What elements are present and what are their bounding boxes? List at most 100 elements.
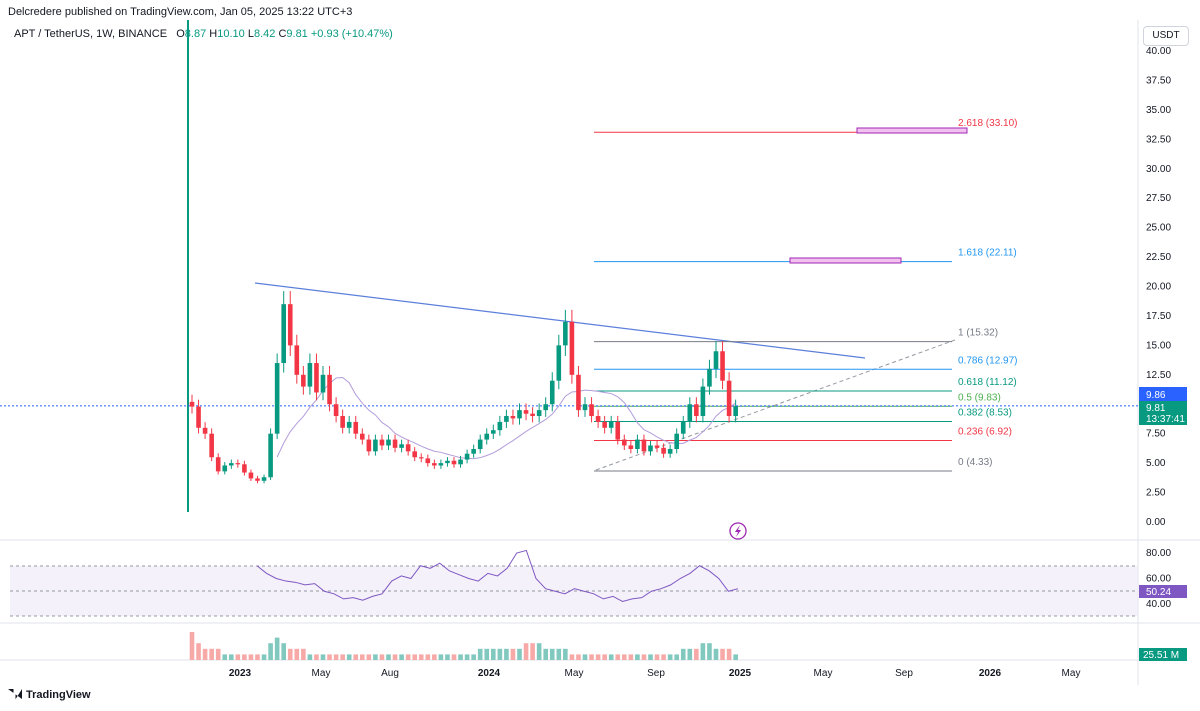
time-tick-label: 2024 xyxy=(478,668,501,679)
volume-bar xyxy=(549,648,555,660)
volume-bar xyxy=(680,648,686,660)
descending-trendline[interactable] xyxy=(254,282,866,359)
candle-body xyxy=(523,410,529,414)
candle-body xyxy=(327,374,332,405)
volume-bar xyxy=(235,654,241,660)
current-price-badge: 9.81 xyxy=(1146,403,1166,414)
candle-body xyxy=(274,363,280,434)
candle-body xyxy=(471,448,476,454)
candle-body xyxy=(229,463,234,466)
price-tick-label: 20.00 xyxy=(1146,282,1171,293)
volume-bar xyxy=(687,648,693,660)
volume-bar xyxy=(268,643,273,660)
candle-body xyxy=(242,464,247,473)
candle-body xyxy=(510,416,516,419)
volume-bar xyxy=(307,654,313,660)
tradingview-logo-text: TradingView xyxy=(26,689,91,701)
price-tick-label: 35.00 xyxy=(1146,105,1171,116)
lightning-icon[interactable] xyxy=(729,522,747,540)
price-tick-label: 5.00 xyxy=(1146,458,1166,469)
candle-body xyxy=(281,304,286,364)
volume-bar xyxy=(301,648,306,660)
candle-body xyxy=(517,410,522,419)
volume-bar xyxy=(287,648,293,660)
symbol-legend: APT / TetherUS, 1W, BINANCE O8.87 H10.10… xyxy=(14,28,393,40)
candle-body xyxy=(654,445,660,448)
price-tick-label: 40.00 xyxy=(1146,46,1171,57)
volume-bar xyxy=(320,654,326,660)
candle-body xyxy=(622,439,627,446)
volume-bar xyxy=(451,654,457,660)
fib-level-label: 0 (4.33) xyxy=(958,457,992,468)
volume-bar xyxy=(523,643,529,660)
candle-body xyxy=(504,416,509,422)
ascending-trendline[interactable] xyxy=(595,339,956,471)
volume-bar xyxy=(713,648,719,660)
target-box-lower[interactable] xyxy=(789,257,902,264)
volume-bar xyxy=(399,654,404,660)
volume-bar xyxy=(209,648,214,660)
candle-body xyxy=(340,416,345,428)
candle-body xyxy=(720,351,725,381)
candle-body xyxy=(667,448,673,454)
candle-body xyxy=(366,439,372,452)
fib-retracement[interactable]: 2.618 (33.10) 1.618 (22.11) 1 (15.32) 0.786… xyxy=(594,118,1018,472)
fib-level-label: 0.786 (12.97) xyxy=(958,355,1018,366)
price-badges: 9.86 9.81 13:37:41 xyxy=(1139,387,1187,425)
fib-level-label: 0.236 (6.92) xyxy=(958,427,1012,438)
candle-body xyxy=(477,439,483,449)
candle-body xyxy=(392,439,398,448)
volume-bar xyxy=(366,654,372,660)
candle-body xyxy=(346,421,352,428)
currency-selector[interactable]: USDT xyxy=(1143,26,1189,46)
candle-body xyxy=(405,444,411,452)
volume-bar xyxy=(628,654,634,660)
volume-bar xyxy=(700,643,706,660)
candle-body xyxy=(202,427,208,434)
candle-body xyxy=(451,460,457,465)
candle-body xyxy=(484,433,490,440)
time-tick-label: Sep xyxy=(647,668,665,679)
candle-body xyxy=(674,433,679,449)
volume-bar xyxy=(425,654,431,660)
volume-bar xyxy=(255,654,260,660)
volume-bar xyxy=(556,648,562,660)
candle-body xyxy=(602,421,607,428)
time-tick-label: 2025 xyxy=(729,668,752,679)
candle-body xyxy=(635,439,640,449)
time-tick-label: 2026 xyxy=(979,668,1002,679)
volume-bar xyxy=(196,643,201,660)
volume-bar xyxy=(707,643,712,660)
rsi-tick-label: 80.00 xyxy=(1146,548,1171,559)
volume-bar xyxy=(392,654,398,660)
volume-bar xyxy=(589,654,594,660)
volume-bar xyxy=(491,648,496,660)
volume-bar xyxy=(661,654,666,660)
volume-bar xyxy=(569,654,575,660)
volume-bar xyxy=(222,654,228,660)
candle-body xyxy=(320,374,326,393)
candle-body xyxy=(432,463,437,466)
fib-level-label: 1.618 (22.11) xyxy=(958,248,1017,259)
rsi-axis: 80.00 60.00 40.00 xyxy=(1146,548,1171,610)
volume-bar xyxy=(674,654,679,660)
volume-bar xyxy=(405,654,411,660)
candle-body xyxy=(314,363,319,393)
candle-body xyxy=(694,404,699,417)
volume-bar xyxy=(563,648,568,660)
volume-bar xyxy=(504,648,509,660)
candle-body xyxy=(255,478,260,481)
target-box-upper[interactable] xyxy=(856,127,968,134)
volume-bar xyxy=(248,654,254,660)
candle-body xyxy=(418,457,424,459)
volume-bar xyxy=(274,637,280,660)
tradingview-logo[interactable]: TradingView xyxy=(8,689,91,701)
volume-bar xyxy=(438,654,444,660)
candle-body xyxy=(536,410,542,417)
candle-body xyxy=(386,439,391,446)
price-tick-label: 17.50 xyxy=(1146,311,1171,322)
candle-body xyxy=(445,460,450,464)
candle-body xyxy=(287,304,293,346)
candle-body xyxy=(189,401,195,407)
